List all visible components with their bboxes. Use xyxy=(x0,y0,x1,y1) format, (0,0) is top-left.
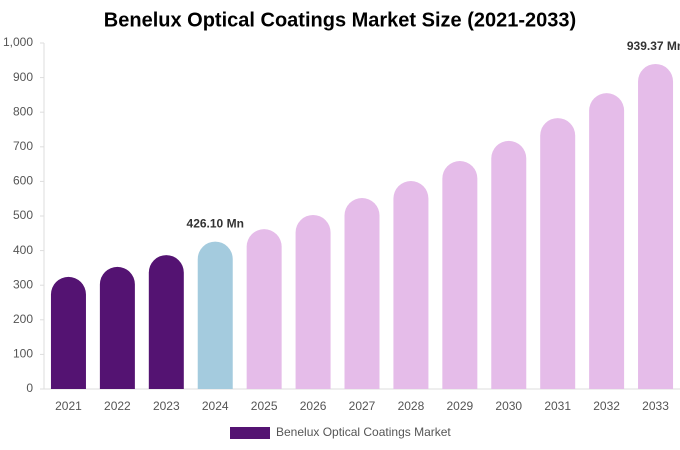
x-tick-label: 2029 xyxy=(446,399,473,413)
legend-label: Benelux Optical Coatings Market xyxy=(276,425,451,439)
x-tick-label: 2030 xyxy=(495,399,522,413)
bar xyxy=(197,241,233,389)
bar xyxy=(491,140,527,389)
bar xyxy=(50,276,86,389)
x-tick-label: 2022 xyxy=(104,399,131,413)
value-label: 426.10 Mn xyxy=(187,217,244,231)
bar xyxy=(148,255,184,389)
x-tick-label: 2031 xyxy=(544,399,571,413)
x-tick-label: 2027 xyxy=(349,399,376,413)
value-label: 939.37 Mn xyxy=(627,39,680,53)
x-tick-label: 2026 xyxy=(300,399,327,413)
y-tick-label: 1,000 xyxy=(3,35,33,49)
bar xyxy=(589,93,625,390)
y-tick-label: 200 xyxy=(13,312,33,326)
bar xyxy=(638,63,674,390)
x-tick-label: 2028 xyxy=(398,399,425,413)
y-tick-label: 700 xyxy=(13,139,33,153)
y-tick-label: 900 xyxy=(13,70,33,84)
y-tick-label: 500 xyxy=(13,208,33,222)
x-tick-label: 2032 xyxy=(593,399,620,413)
x-tick-label: 2021 xyxy=(55,399,82,413)
bar xyxy=(393,181,429,389)
bar xyxy=(540,118,576,389)
bar xyxy=(246,229,282,389)
legend-swatch xyxy=(230,427,270,439)
bar xyxy=(295,214,331,389)
y-tick-label: 400 xyxy=(13,243,33,257)
x-tick-label: 2025 xyxy=(251,399,278,413)
y-tick-label: 0 xyxy=(26,381,33,395)
x-tick-label: 2033 xyxy=(642,399,669,413)
y-tick-label: 300 xyxy=(13,277,33,291)
chart-title: Benelux Optical Coatings Market Size (20… xyxy=(104,9,576,31)
y-tick-label: 800 xyxy=(13,104,33,118)
x-tick-label: 2024 xyxy=(202,399,229,413)
bar xyxy=(442,160,478,389)
bar xyxy=(99,266,135,389)
bar xyxy=(344,198,380,389)
y-tick-label: 100 xyxy=(13,347,33,361)
x-tick-label: 2023 xyxy=(153,399,180,413)
y-tick-label: 600 xyxy=(13,174,33,188)
